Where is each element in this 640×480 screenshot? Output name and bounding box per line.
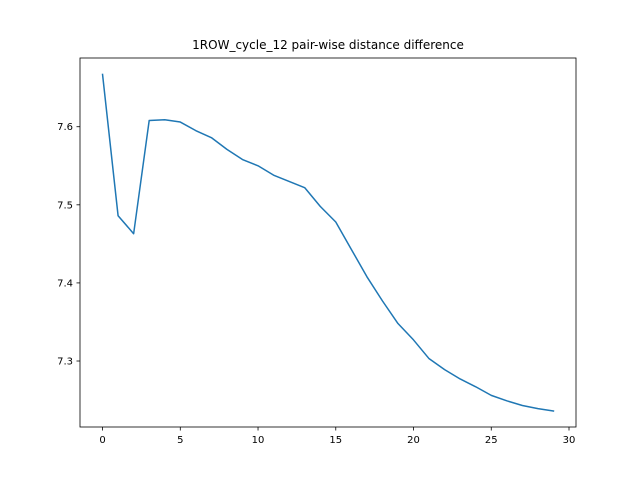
x-tick-label: 15 — [329, 435, 342, 446]
series-layer — [101, 73, 555, 412]
x-tick-label: 5 — [177, 435, 183, 446]
x-tick-label: 0 — [99, 435, 105, 446]
x-axis-ticks: 0 5 10 15 20 25 30 — [99, 427, 575, 446]
x-tick-label: 25 — [485, 435, 498, 446]
plot-frame — [79, 57, 577, 428]
y-tick-label: 7.4 — [57, 278, 73, 289]
y-axis-ticks: 7.3 7.4 7.5 7.6 — [57, 122, 80, 368]
x-tick-label: 20 — [407, 435, 420, 446]
x-tick-label: 10 — [252, 435, 265, 446]
x-tick-label: 30 — [563, 435, 576, 446]
chart-title: 1ROW_cycle_12 pair-wise distance differe… — [192, 38, 464, 52]
y-tick-label: 7.6 — [57, 122, 73, 133]
series-line — [101, 73, 555, 412]
y-tick-label: 7.5 — [57, 200, 73, 211]
y-tick-label: 7.3 — [57, 357, 73, 368]
plot-area — [80, 58, 576, 427]
